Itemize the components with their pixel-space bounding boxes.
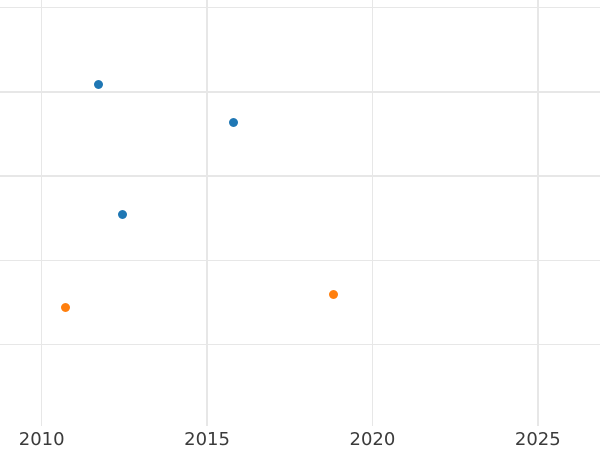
gridline-vertical	[371, 0, 374, 426]
gridline-vertical	[537, 0, 539, 426]
gridline-horizontal	[0, 91, 600, 93]
data-point-series_orange	[60, 303, 70, 313]
data-point-series_blue	[118, 210, 128, 220]
gridline-horizontal	[0, 259, 600, 262]
gridline-vertical	[206, 0, 208, 426]
gridline-horizontal	[0, 343, 600, 346]
x-tick-label: 2025	[514, 429, 561, 450]
x-tick-label: 2020	[349, 429, 396, 450]
gridline-vertical	[40, 0, 43, 426]
data-point-series_blue	[228, 117, 238, 127]
data-point-series_orange	[329, 289, 339, 299]
x-tick-label: 2010	[18, 429, 65, 450]
data-point-series_blue	[94, 79, 104, 89]
gridline-horizontal	[0, 175, 600, 177]
x-tick-label: 2015	[184, 429, 230, 450]
gridline-horizontal	[0, 6, 600, 9]
